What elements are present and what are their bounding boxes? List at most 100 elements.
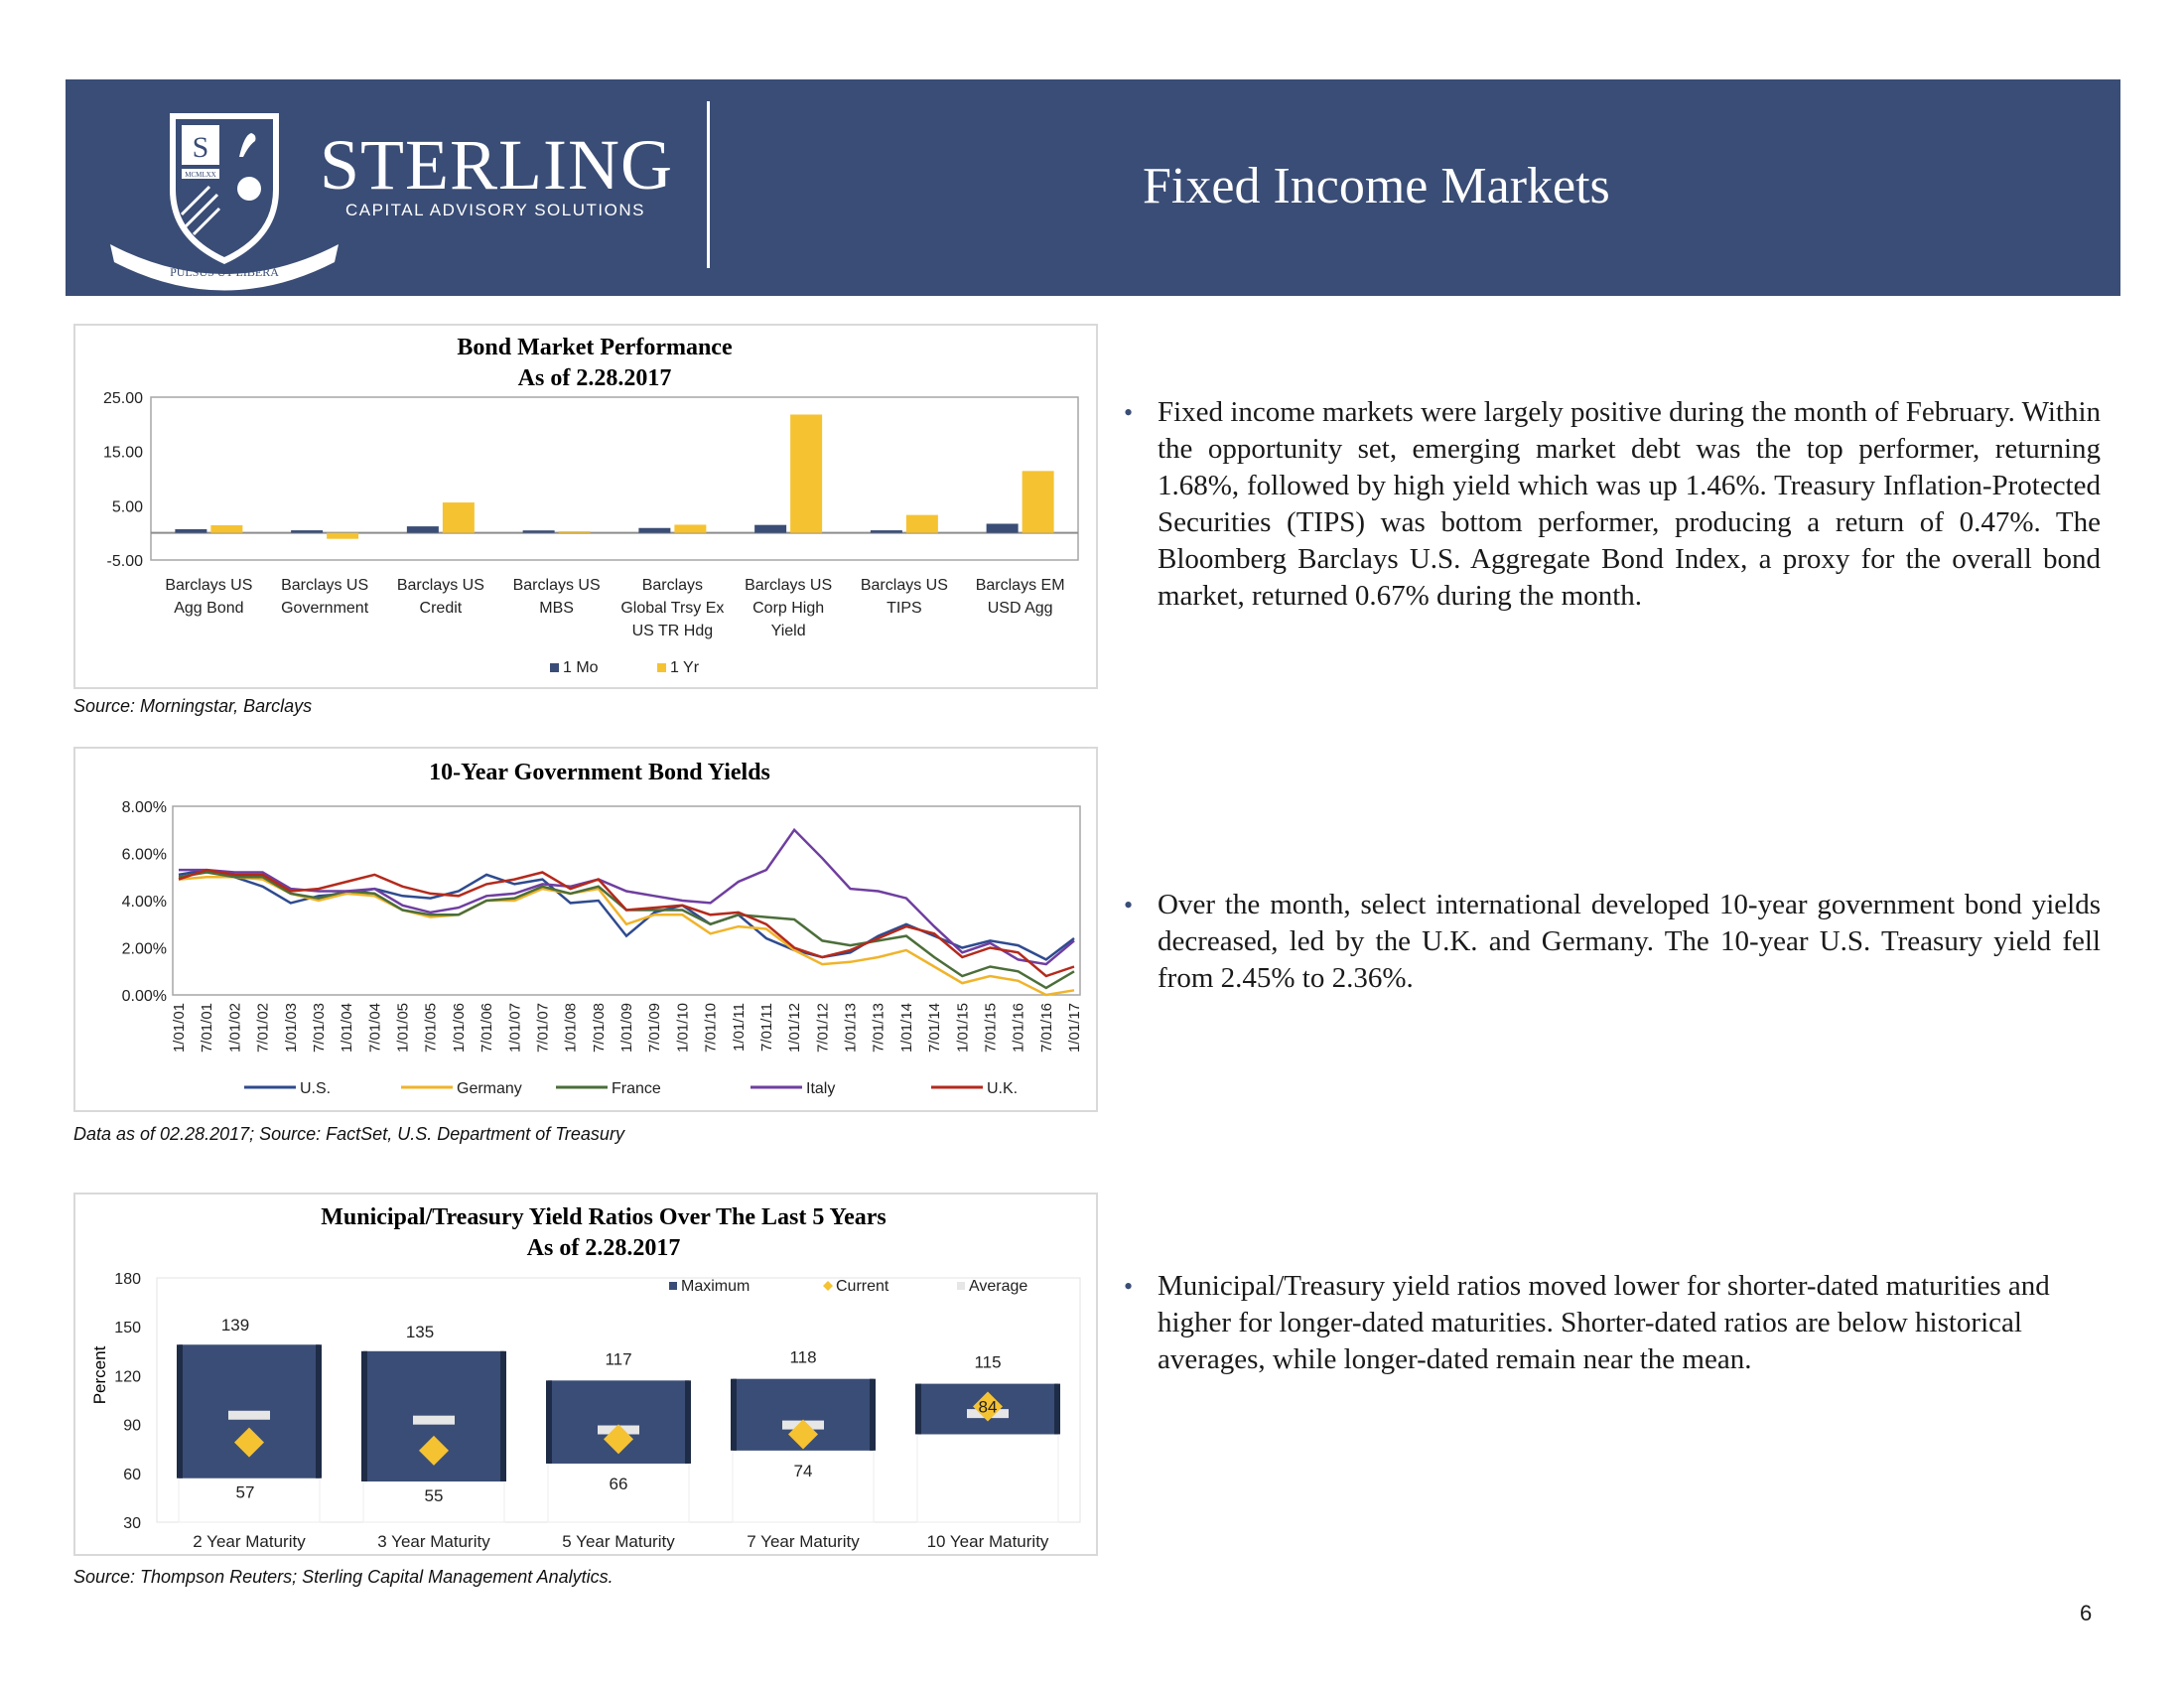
muni-y-tick: 30: [123, 1515, 141, 1532]
bond-chart-title: Bond Market Performance: [457, 335, 733, 360]
bond-x-label: Barclays: [642, 577, 703, 594]
muni-y-tick: 180: [114, 1271, 141, 1288]
muni-min-box: [178, 1477, 321, 1523]
yields-line-italy: [179, 827, 1075, 966]
muni-max-label: 115: [974, 1353, 1001, 1372]
bullet-text: Over the month, select international dev…: [1158, 889, 2101, 994]
bond-chart-subtitle: As of 2.28.2017: [518, 365, 672, 391]
yields-x-tick: 1/01/17: [1066, 1003, 1083, 1053]
bond-bar-1yr: [1022, 471, 1054, 533]
muni-legend-swatch: [669, 1282, 677, 1290]
muni-average-marker: [413, 1415, 455, 1425]
yields-x-tick: 1/01/05: [395, 1003, 412, 1053]
bond-plot-area: [150, 396, 1079, 561]
brand-name: STERLING: [320, 125, 673, 205]
yields-y-tick: 0.00%: [122, 988, 167, 1005]
bond-x-label: Barclays US: [281, 577, 368, 594]
bullet-muni-ratios: • Municipal/Treasury yield ratios moved …: [1124, 1268, 2056, 1378]
yields-y-tick: 2.00%: [122, 941, 167, 958]
yields-x-tick: 7/01/07: [534, 1003, 551, 1053]
yields-x-tick: 1/01/07: [506, 1003, 523, 1053]
yields-x-tick: 7/01/04: [366, 1003, 383, 1053]
bond-bar-1yr: [327, 532, 359, 539]
muni-min-box: [916, 1433, 1059, 1523]
yields-plot-area: [172, 805, 1081, 996]
yields-x-tick: 1/01/01: [171, 1003, 188, 1053]
muni-legend-label: Average: [969, 1278, 1027, 1295]
muni-y-tick: 150: [114, 1320, 141, 1336]
yields-x-tick: 7/01/12: [814, 1003, 831, 1053]
muni-min-label: 66: [610, 1475, 628, 1493]
muni-current-marker: [973, 1391, 1003, 1422]
yields-x-tick: 1/01/11: [731, 1003, 748, 1052]
muni-x-label: 3 Year Maturity: [377, 1532, 490, 1551]
bond-legend-label: 1 Mo: [563, 659, 599, 676]
header-banner: S MCMLXX PULSUS UT LIBERA STERLING CAPIT…: [66, 79, 2120, 296]
yields-x-tick: 7/01/08: [591, 1003, 608, 1053]
yields-x-tick: 7/01/16: [1038, 1003, 1055, 1053]
muni-range-edge: [546, 1380, 552, 1464]
yields-x-tick: 1/01/04: [339, 1003, 355, 1053]
bond-x-label: Barclays US: [513, 577, 601, 594]
bullet-fixed-income: • Fixed income markets were largely posi…: [1124, 394, 2101, 615]
yields-x-tick: 7/01/05: [423, 1003, 440, 1053]
bond-x-label: Agg Bond: [174, 600, 243, 617]
gov-yields-chart: 10-Year Government Bond Yields 8.00% 6.00…: [122, 760, 1083, 1097]
yields-chart-source: Data as of 02.28.2017; Source: FactSet, …: [73, 1124, 624, 1144]
muni-max-label: 118: [789, 1348, 816, 1367]
yields-line-us: [178, 868, 1075, 961]
yields-y-tick: 8.00%: [122, 799, 167, 816]
bond-legend-swatch: [657, 663, 666, 672]
yields-x-tick: 7/01/14: [926, 1003, 943, 1053]
bond-performance-chart: Bond Market Performance As of 2.28.2017 …: [103, 335, 1079, 676]
bond-x-label: USD Agg: [988, 600, 1053, 617]
bond-x-label: Barclays US: [861, 577, 948, 594]
bullet-text: Fixed income markets were largely positi…: [1158, 396, 2101, 612]
bullet-dot: •: [1124, 891, 1134, 919]
muni-y-tick: 120: [114, 1368, 141, 1385]
bond-x-label: Yield: [771, 623, 806, 639]
fleur-icon: [237, 177, 261, 201]
bullet-text: Municipal/Treasury yield ratios moved lo…: [1158, 1270, 2050, 1375]
bond-bar-1mo: [291, 530, 324, 533]
bond-x-label: TIPS: [887, 600, 922, 617]
bond-bar-1mo: [406, 526, 439, 533]
muni-range-edge: [361, 1350, 367, 1481]
bond-x-label: Barclays US: [397, 577, 484, 594]
bond-x-label: MBS: [539, 600, 574, 617]
muni-x-label: 7 Year Maturity: [747, 1532, 860, 1551]
yields-x-tick: 7/01/06: [478, 1003, 495, 1053]
muni-range-edge: [1054, 1383, 1060, 1435]
bond-bar-1mo: [986, 523, 1019, 533]
muni-range-edge: [685, 1380, 691, 1464]
yields-x-tick: 7/01/02: [255, 1003, 272, 1053]
muni-chart-source: Source: Thompson Reuters; Sterling Capit…: [73, 1567, 614, 1587]
yields-x-tick: 1/01/13: [843, 1003, 860, 1053]
bond-x-label: US TR Hdg: [632, 623, 714, 639]
muni-range-edge: [316, 1344, 322, 1478]
muni-max-label: 135: [406, 1323, 434, 1341]
yields-x-tick: 1/01/10: [674, 1003, 691, 1053]
muni-x-label: 5 Year Maturity: [562, 1532, 675, 1551]
bond-legend-swatch: [550, 663, 559, 672]
muni-average-marker: [228, 1410, 270, 1420]
muni-chart-subtitle: As of 2.28.2017: [527, 1235, 681, 1261]
yields-x-tick: 1/01/06: [451, 1003, 468, 1053]
bullet-dot: •: [1124, 398, 1134, 427]
yields-x-tick: 1/01/09: [618, 1003, 635, 1053]
muni-legend-swatch: [823, 1281, 833, 1291]
yields-line-germany: [178, 876, 1075, 997]
muni-max-label: 117: [605, 1349, 631, 1368]
bond-bar-1mo: [175, 529, 207, 533]
bond-bar-1mo: [638, 527, 671, 533]
page-number: 6: [2080, 1601, 2093, 1625]
muni-x-label: 10 Year Maturity: [927, 1532, 1049, 1551]
muni-current-marker: [419, 1435, 449, 1466]
bond-y-tick: 5.00: [112, 498, 143, 515]
bond-x-label: Barclays US: [165, 577, 252, 594]
bond-legend-label: 1 Yr: [670, 659, 700, 676]
yields-legend-label: U.K.: [987, 1080, 1018, 1097]
yields-x-tick: 7/01/10: [703, 1003, 720, 1053]
yields-x-tick: 7/01/01: [199, 1003, 215, 1053]
muni-x-label: 2 Year Maturity: [193, 1532, 306, 1551]
